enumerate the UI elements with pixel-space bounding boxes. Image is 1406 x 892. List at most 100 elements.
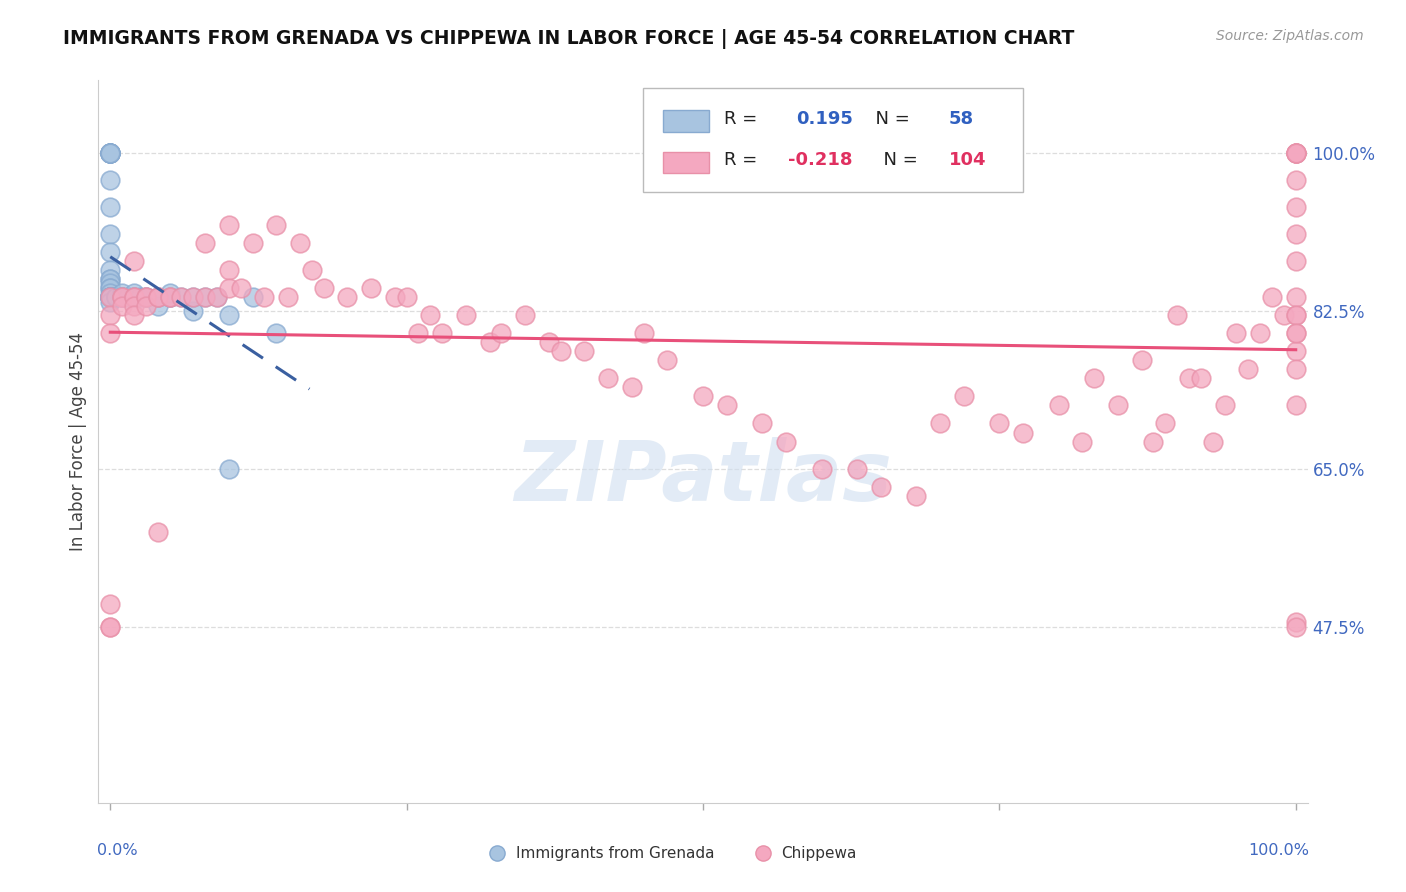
Point bbox=[1202, 434, 1225, 449]
Point bbox=[419, 308, 441, 322]
Point bbox=[98, 290, 121, 304]
Point bbox=[111, 290, 134, 304]
Point bbox=[1249, 326, 1271, 341]
Point bbox=[1285, 398, 1308, 412]
Point bbox=[1285, 326, 1308, 341]
Point bbox=[98, 597, 121, 611]
Point bbox=[146, 290, 169, 304]
Point bbox=[111, 290, 134, 304]
Point bbox=[312, 281, 335, 295]
Text: ZIPatlas: ZIPatlas bbox=[515, 437, 891, 518]
Point bbox=[181, 290, 204, 304]
Point bbox=[550, 344, 572, 359]
Point bbox=[122, 254, 145, 268]
Point bbox=[491, 326, 513, 341]
Point bbox=[135, 290, 157, 304]
Point bbox=[242, 290, 264, 304]
Point bbox=[111, 290, 134, 304]
Point bbox=[98, 145, 121, 160]
Point bbox=[135, 290, 157, 304]
Point bbox=[146, 290, 169, 304]
Point bbox=[1261, 290, 1284, 304]
Point bbox=[1285, 290, 1308, 304]
Point bbox=[98, 290, 121, 304]
Point bbox=[159, 285, 181, 300]
Point bbox=[1272, 308, 1295, 322]
Point bbox=[574, 344, 596, 359]
Point bbox=[1130, 353, 1153, 368]
Point bbox=[98, 244, 121, 259]
Point bbox=[111, 290, 134, 304]
Point bbox=[98, 620, 121, 634]
Point bbox=[146, 299, 169, 313]
Point bbox=[1285, 227, 1308, 241]
Point bbox=[122, 290, 145, 304]
Y-axis label: In Labor Force | Age 45-54: In Labor Force | Age 45-54 bbox=[69, 332, 87, 551]
Text: Source: ZipAtlas.com: Source: ZipAtlas.com bbox=[1216, 29, 1364, 43]
Point bbox=[194, 290, 217, 304]
Point bbox=[1237, 362, 1260, 376]
Point bbox=[218, 308, 240, 322]
Point bbox=[454, 308, 477, 322]
Point bbox=[122, 290, 145, 304]
Point bbox=[1178, 371, 1201, 385]
Point bbox=[620, 380, 643, 394]
Text: N =: N = bbox=[863, 110, 915, 128]
Point bbox=[98, 290, 121, 304]
Point bbox=[98, 290, 121, 304]
Point bbox=[988, 417, 1011, 431]
Point bbox=[122, 290, 145, 304]
Point bbox=[98, 290, 121, 304]
Point bbox=[146, 290, 169, 304]
Point bbox=[1225, 326, 1247, 341]
Point bbox=[98, 145, 121, 160]
Point bbox=[111, 285, 134, 300]
Point bbox=[242, 235, 264, 250]
Point bbox=[98, 290, 121, 304]
Point bbox=[105, 290, 128, 304]
Point bbox=[301, 263, 323, 277]
Point bbox=[98, 145, 121, 160]
Point bbox=[692, 389, 714, 403]
Point bbox=[1189, 371, 1212, 385]
Point bbox=[515, 308, 537, 322]
Point bbox=[105, 290, 128, 304]
Point bbox=[1285, 362, 1308, 376]
Point bbox=[98, 263, 121, 277]
Point bbox=[111, 299, 134, 313]
Point bbox=[98, 145, 121, 160]
Point bbox=[159, 290, 181, 304]
Point bbox=[159, 290, 181, 304]
Point bbox=[478, 335, 501, 350]
Point bbox=[98, 145, 121, 160]
Point bbox=[277, 290, 299, 304]
Point bbox=[111, 290, 134, 304]
Point bbox=[537, 335, 560, 350]
Point bbox=[905, 489, 928, 503]
Point bbox=[1285, 308, 1308, 322]
Point bbox=[929, 417, 952, 431]
Point bbox=[598, 371, 620, 385]
Point bbox=[135, 299, 157, 313]
Point bbox=[846, 461, 869, 475]
Point bbox=[810, 461, 832, 475]
Text: IMMIGRANTS FROM GRENADA VS CHIPPEWA IN LABOR FORCE | AGE 45-54 CORRELATION CHART: IMMIGRANTS FROM GRENADA VS CHIPPEWA IN L… bbox=[63, 29, 1074, 48]
Point bbox=[98, 145, 121, 160]
Point bbox=[1285, 620, 1308, 634]
Point bbox=[194, 290, 217, 304]
Point bbox=[170, 290, 193, 304]
Point bbox=[1071, 434, 1094, 449]
Point bbox=[1083, 371, 1105, 385]
Point bbox=[253, 290, 276, 304]
Point bbox=[1107, 398, 1129, 412]
Point bbox=[336, 290, 359, 304]
Point bbox=[1154, 417, 1177, 431]
Point bbox=[716, 398, 738, 412]
Point bbox=[181, 303, 204, 318]
Text: Chippewa: Chippewa bbox=[782, 846, 858, 861]
Point bbox=[1285, 326, 1308, 341]
Point bbox=[129, 290, 152, 304]
Point bbox=[1012, 425, 1035, 440]
FancyBboxPatch shape bbox=[664, 152, 709, 173]
Text: 0.0%: 0.0% bbox=[97, 843, 138, 857]
